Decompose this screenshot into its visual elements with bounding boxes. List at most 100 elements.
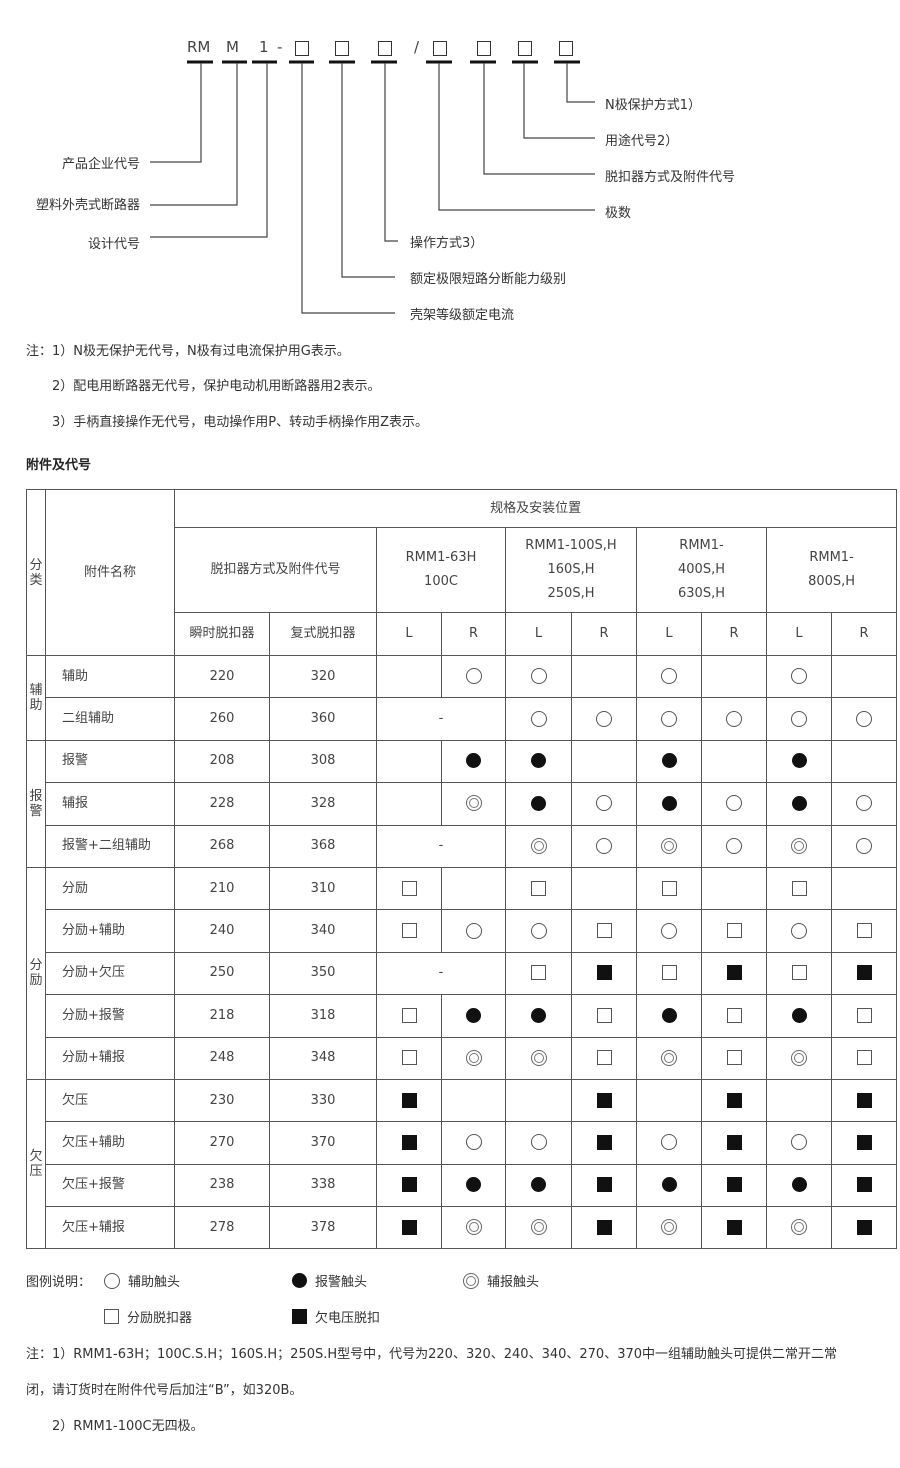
symbol-cell bbox=[571, 1206, 637, 1250]
compound-code: 330 bbox=[269, 1078, 377, 1123]
symbol-cell bbox=[441, 994, 506, 1038]
symbol-cell bbox=[830, 654, 898, 699]
filled-circle-icon bbox=[531, 1007, 546, 1023]
note-top-1: 注：1）N极无保护无代号，N极有过电流保护用G表示。 bbox=[26, 344, 350, 359]
compound-code: 318 bbox=[269, 994, 377, 1038]
legend-label: 分励脱扣器 bbox=[127, 1311, 193, 1326]
symbol-cell bbox=[505, 1036, 572, 1080]
legend-item: 欠电压脱扣 bbox=[292, 1307, 380, 1326]
instant-code: 228 bbox=[174, 782, 270, 826]
symbol-cell bbox=[701, 1121, 767, 1165]
hollow-circle-icon bbox=[596, 837, 612, 854]
symbol-cell bbox=[766, 1121, 832, 1165]
accessory-name: 欠压 bbox=[45, 1078, 175, 1123]
label-design-code: 设计代号 bbox=[87, 237, 140, 252]
header-left: L bbox=[376, 612, 442, 656]
symbol-cell bbox=[636, 1121, 702, 1165]
filled-square-icon bbox=[726, 1219, 742, 1235]
header-model: RMM1- 400S,H 630S,H bbox=[636, 527, 767, 613]
category-cell: 报警 bbox=[26, 739, 46, 868]
symbol-cell bbox=[766, 824, 832, 868]
instant-code: 238 bbox=[174, 1163, 270, 1208]
hollow-circle-icon bbox=[530, 922, 547, 939]
accessory-name: 欠压+辅助 bbox=[45, 1121, 175, 1165]
category-cell: 欠压 bbox=[26, 1078, 46, 1250]
symbol-cell bbox=[766, 697, 832, 741]
symbol-cell bbox=[505, 697, 572, 741]
compound-code: 308 bbox=[269, 739, 377, 784]
symbol-cell bbox=[571, 1121, 637, 1165]
code-box bbox=[518, 41, 532, 56]
header-left: L bbox=[636, 612, 702, 656]
compound-code: 370 bbox=[269, 1121, 377, 1165]
table-row: 二组辅助 260 360- bbox=[27, 697, 898, 741]
hollow-square-icon bbox=[791, 965, 807, 981]
filled-circle-icon bbox=[791, 753, 807, 769]
symbol-cell bbox=[441, 1078, 506, 1123]
legend-label: 辅报触头 bbox=[487, 1275, 540, 1290]
hollow-circle-icon bbox=[791, 668, 807, 685]
hollow-circle-icon bbox=[530, 710, 547, 727]
filled-square-icon bbox=[856, 1092, 872, 1108]
symbol-cell bbox=[636, 824, 702, 868]
symbol-cell bbox=[766, 782, 832, 826]
symbol-cell bbox=[571, 994, 637, 1038]
legend-item: 分励脱扣器 bbox=[104, 1307, 192, 1326]
code-dash: - bbox=[277, 38, 283, 56]
hollow-circle-icon bbox=[465, 668, 482, 685]
label-enterprise-code: 产品企业代号 bbox=[61, 157, 140, 172]
note-top-2: 2）配电用断路器无代号，保护电动机用断路器用2表示。 bbox=[52, 379, 381, 394]
double-circle-icon bbox=[661, 1049, 677, 1066]
instant-code: 260 bbox=[174, 697, 270, 741]
accessory-name: 分励+辅助 bbox=[45, 909, 175, 953]
hollow-circle-icon bbox=[856, 795, 873, 812]
accessory-name: 欠压+报警 bbox=[45, 1163, 175, 1208]
compound-code: 368 bbox=[269, 824, 377, 868]
double-circle-icon bbox=[661, 837, 677, 854]
symbol-cell bbox=[701, 1206, 767, 1250]
symbol-cell bbox=[636, 866, 702, 911]
table-row: 分励+辅助 240 340 bbox=[27, 909, 898, 953]
symbol-cell bbox=[636, 697, 702, 741]
table-row: 欠压+报警 238 338 bbox=[27, 1163, 898, 1208]
symbol-cell bbox=[701, 909, 767, 953]
hollow-circle-icon bbox=[856, 710, 873, 727]
accessory-name: 辅助 bbox=[45, 654, 175, 699]
hollow-circle-icon bbox=[726, 795, 742, 812]
legend-item: 报警触头 bbox=[292, 1271, 367, 1290]
symbol-cell bbox=[376, 654, 442, 699]
symbol-cell bbox=[701, 697, 767, 741]
header-right: R bbox=[571, 612, 637, 656]
instant-code: 210 bbox=[174, 866, 270, 911]
accessory-name: 分励+欠压 bbox=[45, 951, 175, 996]
instant-code: 248 bbox=[174, 1036, 270, 1080]
symbol-cell bbox=[830, 866, 898, 911]
hollow-circle-icon bbox=[856, 837, 873, 854]
compound-code: 340 bbox=[269, 909, 377, 953]
hollow-square-icon bbox=[401, 1007, 417, 1023]
filled-square-icon bbox=[401, 1177, 417, 1193]
symbol-cell bbox=[376, 909, 442, 953]
legend-label: 欠电压脱扣 bbox=[315, 1311, 381, 1326]
compound-code: 328 bbox=[269, 782, 377, 826]
symbol-cell bbox=[571, 1078, 637, 1123]
symbol-cell bbox=[505, 1163, 572, 1208]
symbol-cell bbox=[571, 866, 637, 911]
hollow-square-icon bbox=[401, 880, 417, 896]
filled-circle-icon bbox=[661, 1177, 677, 1193]
symbol-cell bbox=[636, 739, 702, 784]
filled-circle-icon bbox=[466, 1007, 481, 1023]
code-rm: RM bbox=[187, 38, 211, 56]
table-row: 分励+报警 218 318 bbox=[27, 994, 898, 1038]
compound-code: 350 bbox=[269, 951, 377, 996]
double-circle-icon bbox=[661, 1219, 677, 1236]
filled-circle-icon bbox=[531, 753, 546, 769]
hollow-square-icon bbox=[531, 880, 546, 896]
symbol-cell bbox=[701, 782, 767, 826]
note-bottom-2: 闭，请订货时在附件代号后加注“B”，如320B。 bbox=[26, 1383, 303, 1398]
symbol-cell bbox=[636, 654, 702, 699]
symbol-cell bbox=[505, 1078, 572, 1123]
hollow-circle-icon bbox=[530, 668, 547, 685]
compound-code: 320 bbox=[269, 654, 377, 699]
